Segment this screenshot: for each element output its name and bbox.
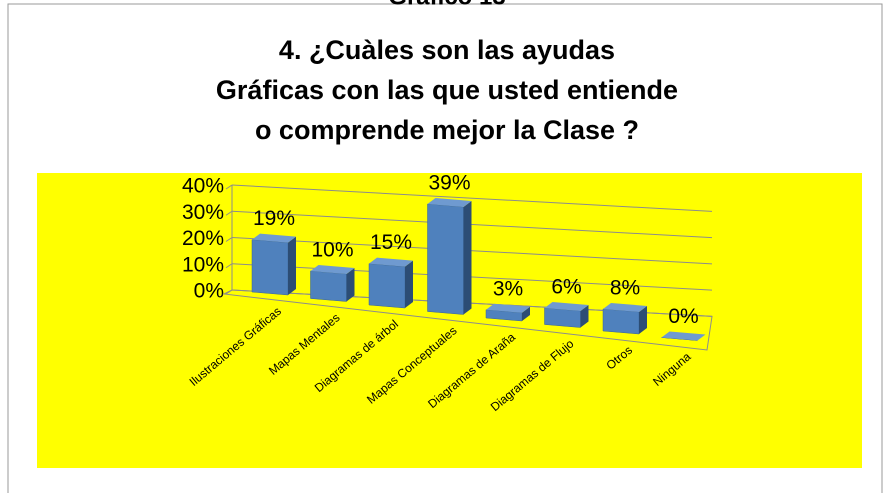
y-tick-label: 20% — [182, 227, 224, 250]
bar — [310, 264, 355, 302]
y-tick-label: 40% — [182, 175, 224, 198]
bar — [602, 302, 647, 335]
tick-mark — [225, 263, 233, 269]
grid-line — [231, 184, 713, 212]
y-tick-label: 0% — [194, 280, 224, 303]
bar-side — [288, 236, 296, 295]
frame — [7, 3, 883, 498]
bar-top — [544, 301, 589, 311]
data-label: 39% — [428, 172, 470, 195]
bar-top — [427, 198, 472, 208]
bar-top — [252, 233, 296, 243]
bar-side — [463, 201, 472, 315]
bar-top — [661, 331, 706, 341]
bar-side — [405, 260, 413, 308]
grid-line — [231, 263, 713, 291]
bar-top — [603, 302, 647, 312]
bar — [661, 331, 706, 341]
grid-line — [231, 210, 713, 239]
data-label: 10% — [311, 238, 353, 261]
tick-mark — [225, 210, 233, 216]
bar-side — [522, 306, 530, 321]
bar-front — [427, 203, 464, 315]
data-label: 0% — [668, 305, 698, 328]
chart-title: 4. ¿Cuàles son las ayudas Gráficas con la… — [216, 35, 678, 145]
y-tick-label: 30% — [182, 201, 224, 224]
tick-mark — [225, 184, 233, 190]
bar-top — [486, 303, 530, 313]
data-label: 6% — [551, 276, 581, 299]
bar-side — [346, 267, 355, 302]
tick-mark — [225, 237, 233, 242]
bar-front — [368, 263, 406, 309]
data-label: 3% — [493, 277, 523, 300]
bar-front — [602, 308, 640, 335]
bar-front — [251, 239, 289, 296]
bar-front — [310, 270, 347, 302]
grid-line — [231, 237, 713, 265]
bar — [368, 257, 413, 309]
chart-header: Gráfico 13 — [388, 0, 505, 10]
bar-front — [544, 307, 581, 328]
bar-top — [369, 257, 413, 267]
bar — [544, 301, 589, 328]
bar-side — [639, 305, 647, 334]
data-label: 19% — [253, 207, 295, 230]
bar-top — [310, 264, 355, 274]
data-label: 15% — [370, 231, 412, 254]
y-tick-label: 10% — [182, 253, 224, 276]
bar — [485, 303, 530, 322]
bar — [251, 233, 296, 296]
data-label: 8% — [610, 276, 640, 299]
bar-side — [580, 304, 589, 328]
bar — [427, 198, 472, 315]
